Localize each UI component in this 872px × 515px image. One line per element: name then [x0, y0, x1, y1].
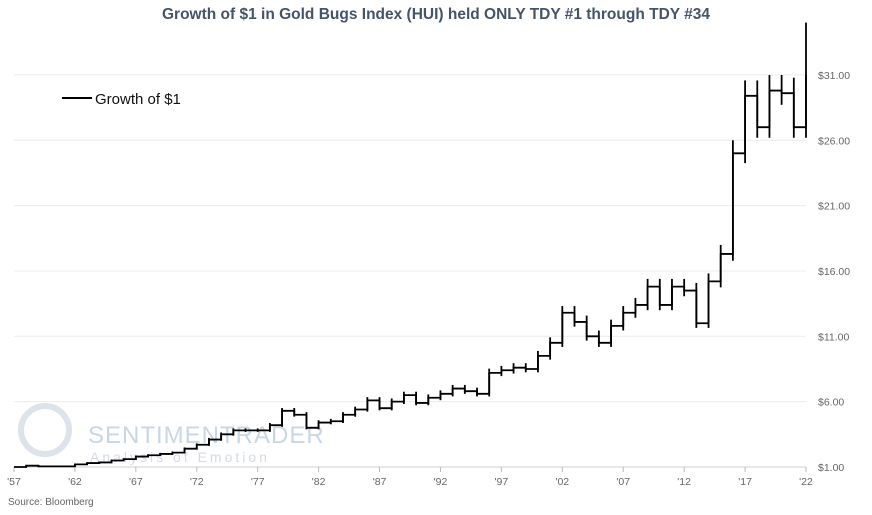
chart-title: Growth of $1 in Gold Bugs Index (HUI) he…: [161, 6, 711, 23]
series-line-growth-of-1: [14, 22, 807, 468]
y-tick-label: $1.00: [818, 462, 844, 474]
source-note: Source: Bloomberg: [8, 497, 94, 508]
x-tick-label: '12: [677, 476, 691, 488]
x-tick-label: '72: [190, 476, 204, 488]
x-tick-label: '97: [495, 476, 509, 488]
x-tick-label: '17: [738, 476, 752, 488]
y-tick-label: $31.00: [818, 70, 850, 82]
y-tick-label: $26.00: [818, 135, 850, 147]
y-tick-label: $16.00: [818, 266, 850, 278]
x-tick-label: '77: [251, 476, 265, 488]
x-tick-label: '67: [129, 476, 143, 488]
x-tick-label: '57: [7, 476, 21, 488]
x-tick-label: '62: [68, 476, 82, 488]
x-tick-label: '02: [555, 476, 569, 488]
y-tick-label: $21.00: [818, 201, 850, 213]
watermark-subtext: Analysis of Emotion: [90, 449, 270, 465]
y-tick-label: $11.00: [818, 331, 849, 343]
x-tick-label: '82: [312, 476, 326, 488]
x-tick-label: '87: [373, 476, 387, 488]
y-tick-label: $6.00: [818, 397, 844, 409]
legend-label: Growth of $1: [95, 91, 181, 108]
x-tick-label: '07: [616, 476, 630, 488]
watermark-logo-icon: [18, 403, 72, 457]
x-tick-label: '92: [434, 476, 448, 488]
x-tick-label: '22: [799, 476, 813, 488]
